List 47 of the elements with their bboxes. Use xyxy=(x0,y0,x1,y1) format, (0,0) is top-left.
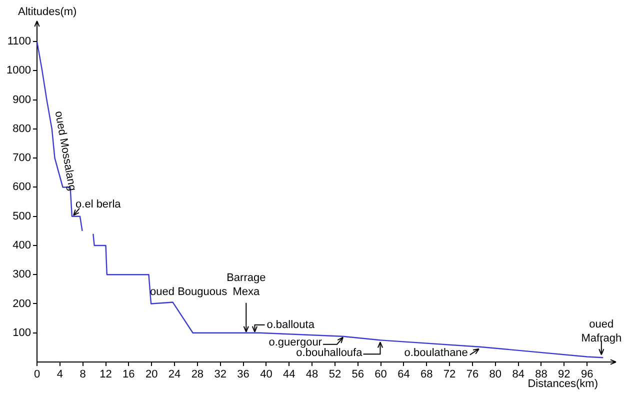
x-tick-label: 88 xyxy=(535,368,548,381)
y-tick-label: 100 xyxy=(12,326,31,339)
x-tick-label: 72 xyxy=(443,368,456,381)
x-tick-label: 64 xyxy=(398,368,410,381)
annotation: oued Bouguous xyxy=(150,286,228,298)
annotation: o.bouhalloufa xyxy=(296,347,364,360)
y-tick-label: 200 xyxy=(12,298,31,310)
x-tick-label: 84 xyxy=(512,368,524,381)
x-tick-label: 40 xyxy=(260,368,272,381)
y-tick-label: 600 xyxy=(12,181,31,194)
x-tick-label: 36 xyxy=(237,368,250,381)
y-tick-label: 800 xyxy=(12,122,31,135)
x-tick-label: 92 xyxy=(558,368,570,381)
x-tick-label: 32 xyxy=(214,368,226,381)
y-tick-label: 700 xyxy=(12,152,31,164)
annotation: oued Mafragh xyxy=(581,318,622,345)
y-tick-label: 300 xyxy=(12,268,31,281)
x-tick-label: 48 xyxy=(306,368,318,381)
x-tick-label: 12 xyxy=(100,368,112,381)
y-axis-title: Altitudes(m) xyxy=(18,6,77,18)
annotation: oued Mossalang xyxy=(52,110,78,192)
annotation: o.guergour xyxy=(268,336,322,348)
x-tick-label: 80 xyxy=(489,368,502,381)
x-axis-title: Distances(km) xyxy=(528,378,598,390)
y-tick-label: 1000 xyxy=(6,64,31,77)
y-tick-label: 1100 xyxy=(7,36,31,48)
annotation: Barrage Mexa xyxy=(226,272,266,298)
annotation: o.ballouta xyxy=(266,318,316,331)
x-tick-label: 28 xyxy=(191,368,204,381)
x-tick-label: 44 xyxy=(282,368,296,381)
x-tick-label: 68 xyxy=(420,368,433,381)
x-tick-label: 20 xyxy=(145,368,158,381)
y-tick-label: 400 xyxy=(12,240,31,252)
annotation: o.el berla xyxy=(76,198,122,210)
x-tick-label: 24 xyxy=(168,368,181,381)
x-tick-label: 0 xyxy=(34,368,40,381)
x-tick-label: 60 xyxy=(374,368,387,381)
annotation: o.boulathane xyxy=(404,346,468,359)
y-tick-label: 900 xyxy=(12,94,31,106)
x-tick-label: 4 xyxy=(56,368,63,381)
y-tick-label: 500 xyxy=(12,210,31,222)
x-tick-label: 56 xyxy=(352,368,364,381)
x-tick-label: 76 xyxy=(466,368,479,381)
x-tick-label: 16 xyxy=(122,368,135,381)
x-tick-label: 52 xyxy=(328,368,342,381)
x-tick-label: 96 xyxy=(580,368,594,381)
x-tick-label: 8 xyxy=(80,368,86,381)
